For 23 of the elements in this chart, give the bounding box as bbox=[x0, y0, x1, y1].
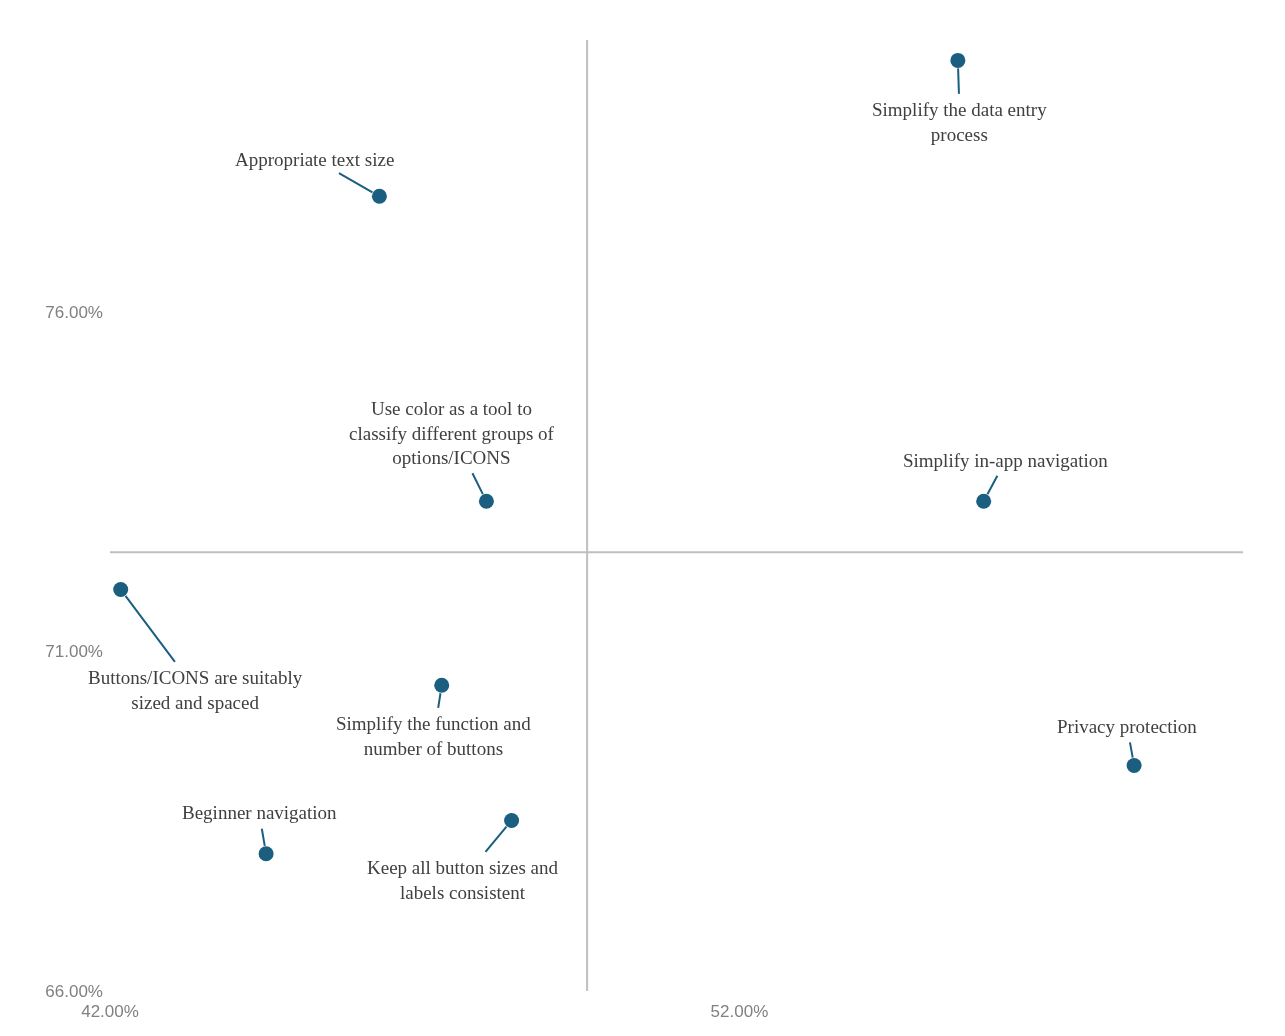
point bbox=[1126, 757, 1142, 773]
y-tick-label: 71.00% bbox=[45, 642, 103, 662]
y-tick-label: 66.00% bbox=[45, 981, 103, 1001]
annotation: Appropriate text size bbox=[235, 149, 395, 170]
x-tick-label: 42.00% bbox=[81, 1002, 139, 1021]
annotation: Use color as a tool to classify different groups of options/ICONS bbox=[349, 398, 555, 469]
x-tick-label: 52.00% bbox=[710, 1002, 769, 1021]
annotation: Simplify the data entry process bbox=[872, 99, 1048, 145]
annotation: Beginner navigation bbox=[182, 802, 338, 823]
point bbox=[478, 493, 494, 509]
y-tick-label: 76.00% bbox=[45, 302, 103, 322]
annotation: Privacy protection bbox=[1057, 716, 1198, 737]
point bbox=[371, 188, 387, 204]
point bbox=[504, 813, 520, 828]
annotation: Simplify the function and number of buttons bbox=[336, 713, 532, 759]
point bbox=[976, 493, 992, 509]
point bbox=[113, 582, 129, 598]
annotation: Buttons/ICONS are suitably sized and spaced bbox=[88, 667, 303, 713]
point bbox=[434, 677, 450, 693]
point bbox=[258, 846, 274, 862]
point bbox=[950, 52, 966, 68]
annotation: Keep all button sizes and labels consistent bbox=[367, 857, 559, 903]
annotation: Simplify in-app navigation bbox=[903, 450, 1109, 471]
